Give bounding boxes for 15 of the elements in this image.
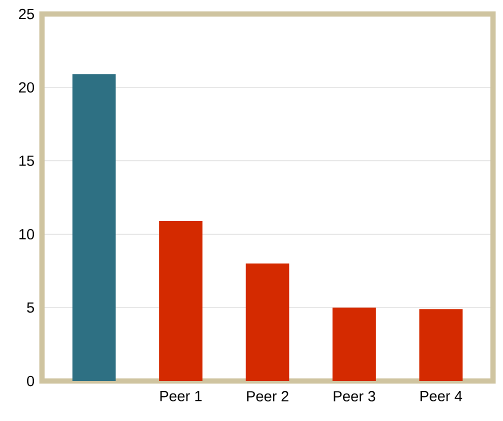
y-tick-label: 5: [27, 302, 34, 313]
x-tick-label: Peer 1: [160, 391, 202, 402]
y-tick-label: 10: [19, 229, 34, 240]
x-tick-label: Peer 4: [420, 391, 462, 402]
y-tick-label: 20: [19, 82, 34, 93]
bar: [159, 220, 202, 381]
y-tick-label: 15: [19, 156, 34, 166]
y-tick-label: 25: [19, 8, 34, 20]
y-tick-label: 0: [27, 376, 34, 386]
bar: [332, 308, 376, 381]
bar: [419, 309, 463, 381]
bar: [72, 74, 116, 381]
x-tick-label: Peer 2: [247, 391, 288, 402]
x-tick-label: Peer 3: [334, 391, 376, 402]
bar: [246, 264, 290, 381]
